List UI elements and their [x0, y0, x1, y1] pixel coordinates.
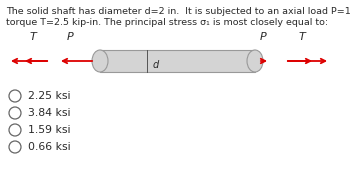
Ellipse shape — [92, 50, 108, 72]
Text: d: d — [153, 60, 159, 70]
Text: 0.66 ksi: 0.66 ksi — [28, 142, 71, 152]
Text: 1.59 ksi: 1.59 ksi — [28, 125, 70, 135]
Text: The solid shaft has diameter d=2 in.  It is subjected to an axial load P=10 kips: The solid shaft has diameter d=2 in. It … — [6, 7, 350, 16]
Bar — [100, 50, 255, 72]
Text: T: T — [30, 32, 36, 42]
Text: 2.25 ksi: 2.25 ksi — [28, 91, 70, 101]
Text: torque T=2.5 kip-in. The principal stress σ₁ is most closely equal to:: torque T=2.5 kip-in. The principal stres… — [6, 18, 328, 27]
Ellipse shape — [247, 50, 263, 72]
Text: P: P — [260, 32, 266, 42]
Text: T: T — [299, 32, 305, 42]
Text: 3.84 ksi: 3.84 ksi — [28, 108, 70, 118]
Text: P: P — [66, 32, 74, 42]
